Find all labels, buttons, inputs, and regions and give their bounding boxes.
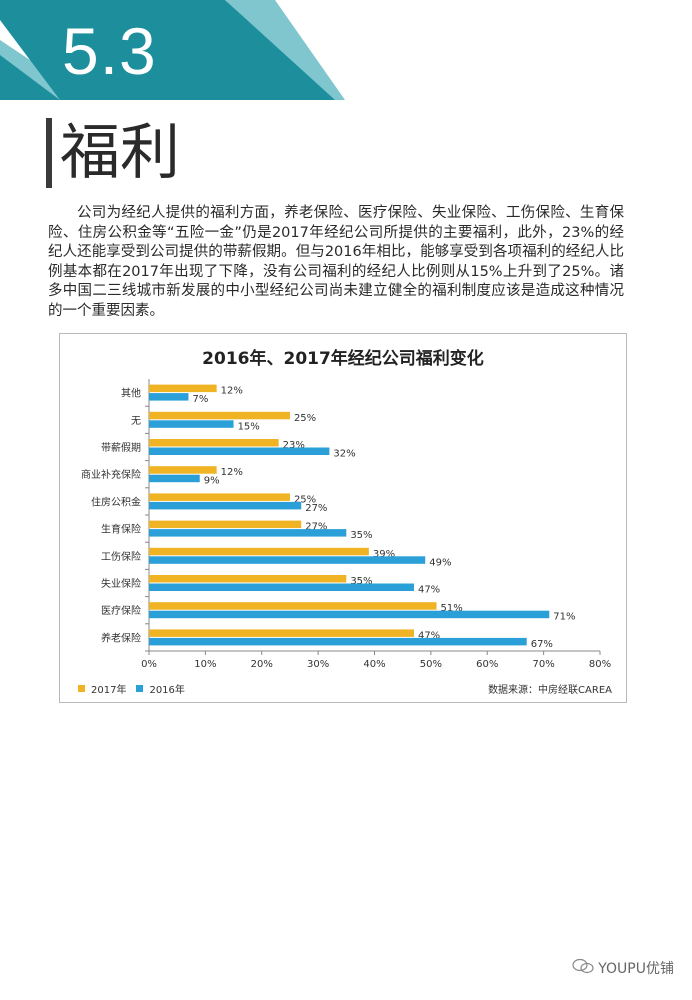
- bar-2016: [149, 583, 414, 591]
- bar-2016: [149, 529, 347, 537]
- wechat-icon: [572, 958, 594, 978]
- legend-swatch-2016: [136, 685, 144, 692]
- data-label: 25%: [294, 494, 316, 505]
- category-label: 失业保险: [101, 577, 141, 590]
- bar-2016: [149, 610, 550, 619]
- data-label: 23%: [283, 440, 305, 451]
- data-label: 47%: [418, 630, 440, 641]
- data-label: 9%: [204, 476, 220, 487]
- bar-2017: [149, 411, 290, 420]
- data-label: 47%: [418, 585, 440, 596]
- data-label: 7%: [192, 394, 208, 405]
- bar-2017: [149, 493, 290, 501]
- data-label: 51%: [441, 603, 463, 614]
- chart-source: 数据来源：中房经联CAREA: [488, 685, 612, 696]
- bar-2016: [149, 447, 330, 455]
- x-tick-label: 80%: [589, 659, 611, 670]
- data-label: 15%: [238, 421, 260, 432]
- data-label: 25%: [294, 413, 316, 424]
- legend-label-2017: 2017年: [91, 685, 127, 696]
- x-tick-label: 60%: [476, 659, 498, 670]
- watermark: YOUPU优铺: [572, 958, 674, 978]
- x-tick-label: 0%: [141, 659, 157, 670]
- x-tick-label: 10%: [194, 659, 216, 670]
- data-label: 71%: [553, 612, 575, 623]
- bar-2017: [149, 466, 217, 474]
- x-tick-label: 70%: [533, 659, 555, 670]
- body-paragraph: 公司为经纪人提供的福利方面，养老保险、医疗保险、失业保险、工伤保险、生育保险、住…: [48, 205, 624, 319]
- data-label: 35%: [350, 530, 372, 541]
- bar-2017: [149, 384, 217, 393]
- category-label: 工伤保险: [101, 550, 141, 563]
- bar-2016: [149, 474, 200, 483]
- data-label: 12%: [221, 386, 243, 397]
- data-label: 67%: [531, 639, 553, 650]
- bar-2016: [149, 501, 302, 510]
- chart-title: 2016年、2017年经纪公司福利变化: [202, 349, 484, 369]
- category-label: 商业补充保险: [81, 468, 141, 481]
- x-tick-label: 30%: [307, 659, 329, 670]
- bar-2017: [149, 575, 347, 583]
- bar-2017: [149, 520, 302, 529]
- bar-2016: [149, 420, 234, 428]
- legend-swatch-2017: [78, 685, 85, 692]
- data-label: 27%: [305, 522, 327, 533]
- banner-light-stripe-right: [225, 0, 345, 100]
- bar-2017: [149, 602, 437, 610]
- category-label: 住房公积金: [91, 495, 141, 508]
- data-label: 35%: [350, 576, 372, 587]
- bar-2017: [149, 629, 414, 637]
- banner-dark-stripe: [0, 0, 340, 100]
- x-tick-label: 50%: [420, 659, 442, 670]
- data-label: 49%: [429, 557, 451, 568]
- chart-container: 2016年、2017年经纪公司福利变化 0% 10% 20% 30% 40% 50% 60%…: [59, 333, 627, 703]
- category-label: 其他: [121, 387, 141, 400]
- title-accent-bar: [46, 118, 52, 188]
- category-label: 生育保险: [101, 523, 141, 536]
- bar-2017: [149, 439, 279, 447]
- bar-2016: [149, 637, 527, 646]
- category-label: 养老保险: [101, 631, 141, 644]
- bar-chart: 0% 10% 20% 30% 40% 50% 60% 70% 80% 其他 12% 7% 无 25% 15%…: [81, 379, 611, 670]
- x-tick-label: 40%: [363, 659, 385, 670]
- page-title: 福利: [60, 118, 180, 188]
- section-banner: [0, 0, 345, 100]
- category-label: 带薪假期: [101, 441, 141, 454]
- bar-2016: [149, 556, 426, 564]
- category-label: 无: [131, 416, 141, 427]
- watermark-text: YOUPU优铺: [598, 961, 674, 977]
- bar-2016: [149, 393, 189, 401]
- data-label: 12%: [221, 467, 243, 478]
- data-label: 32%: [333, 449, 355, 460]
- bar-2017: [149, 547, 369, 556]
- chart-legend: 2017年 2016年: [78, 681, 185, 696]
- data-label: 39%: [373, 549, 395, 560]
- category-label: 医疗保险: [101, 604, 141, 617]
- x-tick-label: 20%: [251, 659, 273, 670]
- section-number: 5.3: [62, 14, 157, 88]
- legend-label-2016: 2016年: [149, 685, 185, 696]
- data-label: 27%: [305, 503, 327, 514]
